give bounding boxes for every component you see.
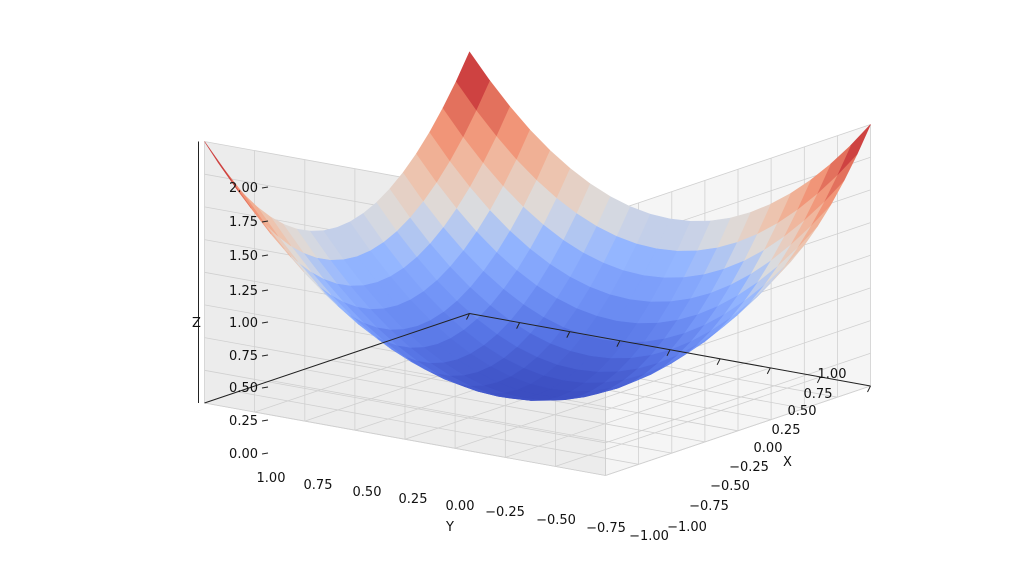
x-tick-label: 0.00 [754,441,783,456]
x-tick-label: −0.75 [689,499,729,514]
x-tick-label: −0.50 [710,479,750,494]
z-tick-label: 1.25 [229,284,258,299]
x-axis-label: X [783,455,792,470]
z-tick-label: 0.50 [229,381,258,396]
z-axis-label: Z [192,316,201,331]
z-tick-label: 1.00 [229,316,258,331]
y-tick-label: 0.00 [446,499,475,514]
x-tick-label: −1.00 [667,520,707,535]
x-tick-label: 0.50 [788,404,817,419]
z-tick-mark [262,420,268,421]
z-tick-label: 0.00 [229,447,258,462]
z-tick-label: 2.00 [229,181,258,196]
y-tick-label: −0.50 [536,513,576,528]
y-tick-label: 0.25 [399,492,428,507]
y-tick-label: −0.75 [586,521,626,536]
z-tick-label: 1.50 [229,249,258,264]
x-tick-label: 0.25 [772,423,801,438]
z-tick-label: 1.75 [229,215,258,230]
y-tick-label: −0.25 [485,505,525,520]
y-tick-label: −1.00 [629,529,669,544]
z-tick-label: 0.75 [229,349,258,364]
x-tick-label: −0.25 [729,460,769,475]
y-axis-label: Y [445,520,454,535]
y-tick-label: 0.50 [353,485,382,500]
y-tick-label: 0.75 [304,478,333,493]
z-tick-mark [262,453,268,454]
y-tick-label: 1.00 [257,471,286,486]
x-tick-label: 0.75 [804,387,833,402]
z-tick-label: 0.25 [229,414,258,429]
x-tick-label: 1.00 [818,367,847,382]
